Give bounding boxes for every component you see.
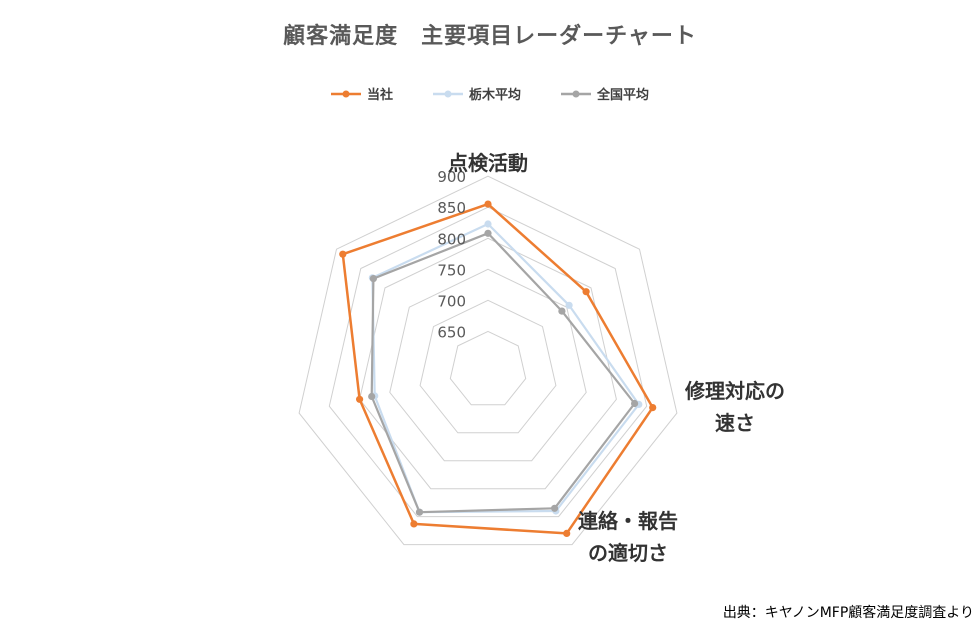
data-point-0-1 [582, 288, 590, 296]
grid-ring-2 [389, 268, 587, 462]
source-note: 出典：キヤノンMFP顧客満足度調査より [722, 605, 974, 621]
grid-ring-4 [328, 206, 648, 518]
data-point-0-0 [484, 200, 492, 208]
data-point-2-5 [368, 392, 376, 401]
data-point-0-2 [649, 404, 657, 412]
legend-label-0: 当社 [366, 88, 393, 103]
tick-label-0: 650 [437, 323, 466, 341]
tick-label-4: 850 [437, 199, 466, 217]
legend-item-2: 全国平均 [561, 84, 649, 103]
legend-swatch-0 [330, 90, 361, 97]
data-point-2-0 [484, 229, 492, 237]
chart-title: 顧客満足度 主要項目レーダーチャート [283, 24, 697, 49]
legend-label-2: 全国平均 [597, 88, 650, 103]
tick-label-3: 800 [437, 230, 466, 248]
legend-item-1: 栃木平均 [432, 84, 521, 103]
grid-ring-0 [449, 330, 527, 406]
grid-ring-3 [359, 237, 617, 490]
category-label-2: 連絡・報告の適切さ [578, 509, 678, 565]
category-label-1: 修理対応の速さ [684, 379, 785, 435]
data-point-2-6 [369, 275, 377, 283]
data-point-2-2 [631, 399, 639, 408]
data-point-0-6 [339, 250, 347, 258]
grid-ring-1 [419, 299, 557, 434]
data-point-0-4 [410, 520, 418, 528]
data-point-2-1 [558, 307, 566, 315]
tick-label-5: 900 [437, 168, 466, 186]
legend-item-0: 当社 [330, 84, 393, 103]
series-line-1 [371, 222, 640, 514]
category-label-0: 点検活動 [448, 151, 528, 175]
legend-swatch-2 [561, 90, 591, 97]
legend: 当社 栃木平均 全国平均 [0, 84, 980, 103]
data-point-1-0 [484, 220, 492, 228]
series-line-2 [370, 232, 636, 514]
data-point-0-3 [563, 529, 571, 538]
legend-label-1: 栃木平均 [468, 88, 521, 103]
tick-label-1: 700 [437, 292, 466, 310]
data-point-0-5 [356, 395, 364, 403]
grid-ring-5 [298, 175, 678, 546]
tick-label-2: 750 [437, 261, 466, 279]
legend-swatch-1 [432, 90, 463, 97]
series-line-0 [341, 202, 654, 535]
data-point-2-3 [551, 504, 559, 512]
data-point-1-1 [565, 301, 573, 309]
data-point-2-4 [415, 508, 424, 516]
